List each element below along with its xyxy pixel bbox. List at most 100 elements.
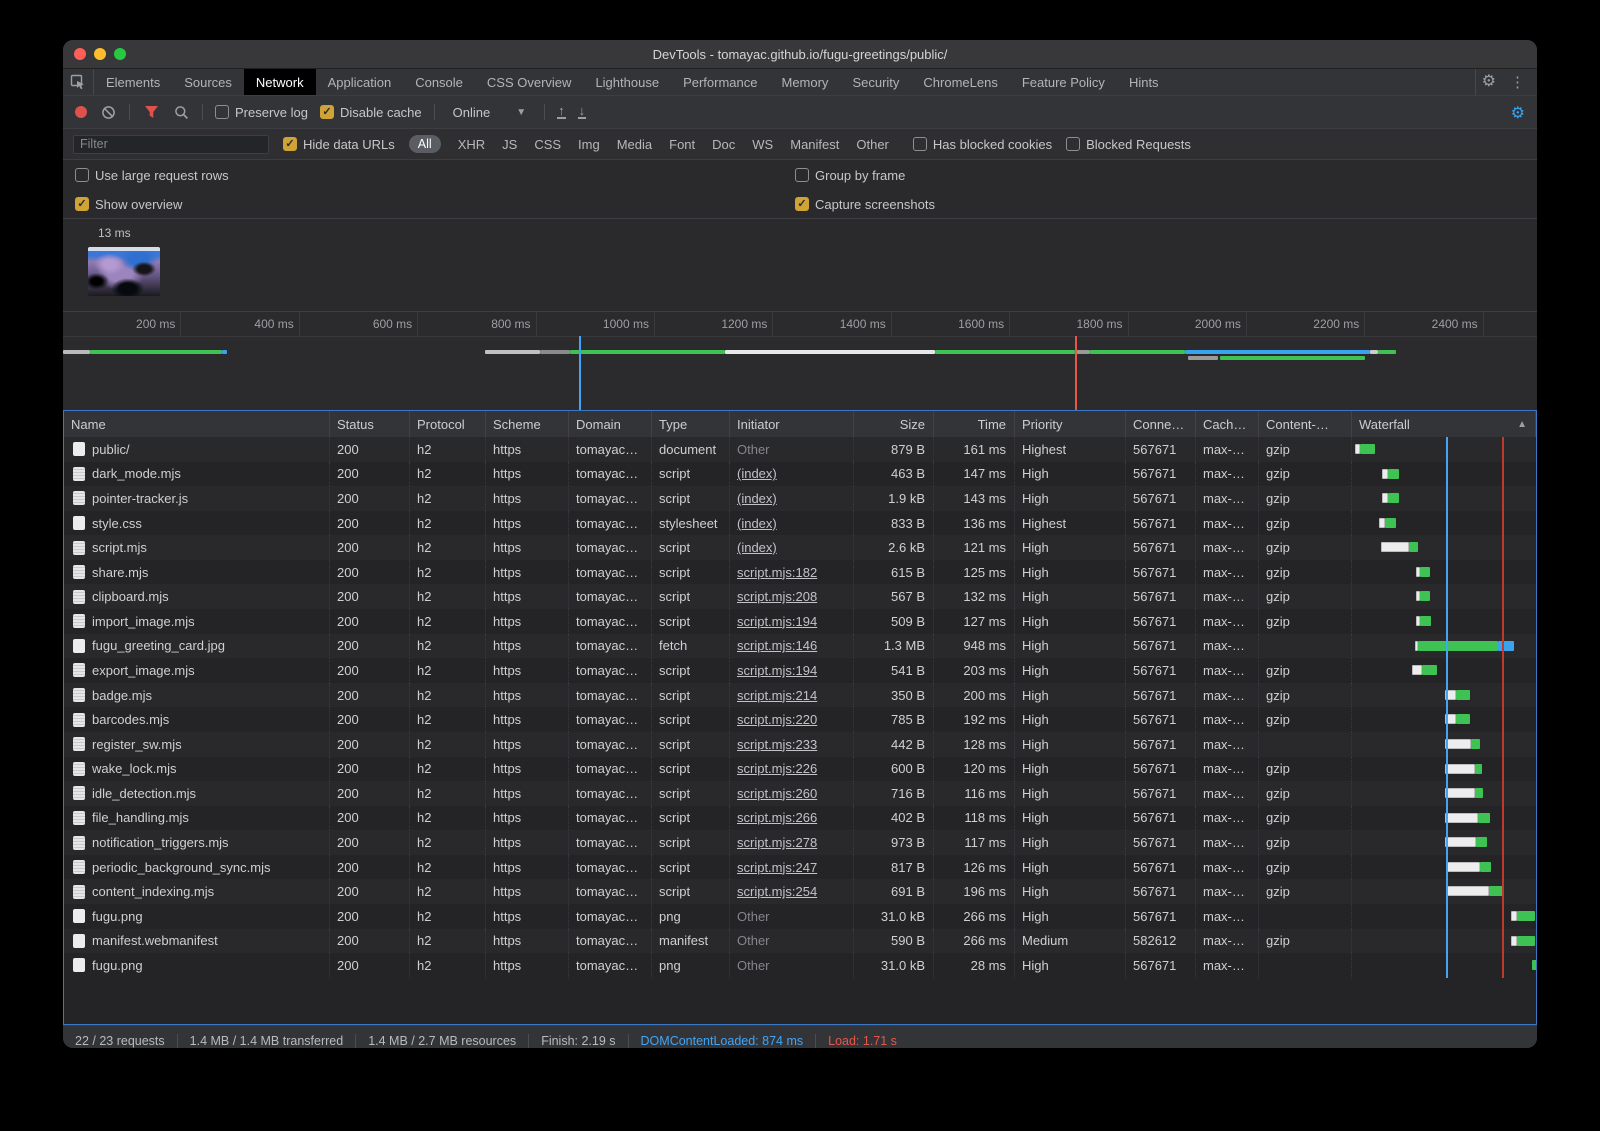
request-name-cell[interactable]: script.mjs: [64, 535, 330, 560]
minimize-window-button[interactable]: [94, 48, 106, 60]
request-name-cell[interactable]: content_indexing.mjs: [64, 879, 330, 904]
group-by-frame-checkbox[interactable]: [795, 168, 809, 182]
column-header-conne[interactable]: Conne…: [1126, 411, 1196, 437]
table-row[interactable]: clipboard.mjs 200 h2 https tomayac… script scr…: [64, 584, 1536, 610]
request-name-cell[interactable]: clipboard.mjs: [64, 584, 330, 610]
initiator-link[interactable]: script.mjs:208: [737, 589, 818, 605]
request-name-cell[interactable]: public/: [64, 437, 330, 462]
request-name-cell[interactable]: pointer-tracker.js: [64, 486, 330, 511]
hide-data-urls-option[interactable]: Hide data URLs: [283, 137, 395, 152]
column-header-cach[interactable]: Cach…: [1196, 411, 1259, 437]
request-name-cell[interactable]: import_image.mjs: [64, 609, 330, 634]
clear-network-log-button[interactable]: [99, 103, 117, 121]
filter-type-media[interactable]: Media: [616, 136, 653, 152]
tab-lighthouse[interactable]: Lighthouse: [595, 74, 660, 90]
column-header-priority[interactable]: Priority: [1015, 411, 1126, 437]
import-har-button[interactable]: ↑: [557, 102, 566, 119]
tab-performance[interactable]: Performance: [683, 74, 758, 90]
tab-feature-policy[interactable]: Feature Policy: [1021, 74, 1105, 90]
column-header-protocol[interactable]: Protocol: [410, 411, 486, 437]
filter-type-manifest[interactable]: Manifest: [790, 136, 840, 152]
initiator-link[interactable]: script.mjs:194: [737, 662, 818, 678]
request-name-cell[interactable]: periodic_background_sync.mjs: [64, 854, 330, 880]
capture-screenshots-checkbox[interactable]: [795, 197, 809, 211]
table-row[interactable]: badge.mjs 200 h2 https tomayac… script script.…: [64, 682, 1536, 708]
filter-type-all[interactable]: All: [408, 135, 441, 153]
preserve-log-checkbox[interactable]: [215, 105, 229, 119]
more-options-kebab-icon[interactable]: ⋮: [1510, 74, 1525, 91]
table-row[interactable]: public/200 h2 https tomayac… document Other 87…: [64, 437, 1536, 462]
export-har-button[interactable]: ↓: [577, 102, 587, 119]
table-row[interactable]: idle_detection.mjs 200 h2 https tomayac… scri…: [64, 781, 1536, 806]
table-row[interactable]: export_image.mjs 200 h2 https tomayac… script…: [64, 658, 1536, 683]
column-header-size[interactable]: Size: [854, 411, 934, 437]
request-name-cell[interactable]: register_sw.mjs: [64, 731, 330, 757]
tab-application[interactable]: Application: [327, 74, 392, 90]
filter-toggle-button[interactable]: [142, 103, 160, 121]
table-row[interactable]: fugu.png 200 h2 https tomayac… png Other 31.0 k…: [64, 903, 1536, 929]
maximize-window-button[interactable]: [114, 48, 126, 60]
inspect-element-button[interactable]: [63, 69, 94, 95]
request-name-cell[interactable]: share.mjs: [64, 559, 330, 585]
filter-type-other[interactable]: Other: [856, 136, 889, 152]
search-button[interactable]: [172, 103, 190, 121]
request-name-cell[interactable]: barcodes.mjs: [64, 707, 330, 732]
table-row[interactable]: register_sw.mjs 200 h2 https tomayac… script s…: [64, 731, 1536, 757]
tab-chromelens[interactable]: ChromeLens: [923, 74, 998, 90]
initiator-link[interactable]: (index): [737, 466, 777, 482]
show-overview-option[interactable]: Show overview: [75, 197, 182, 212]
request-name-cell[interactable]: dark_mode.mjs: [64, 461, 330, 487]
tab-elements[interactable]: Elements: [106, 74, 161, 90]
table-row[interactable]: barcodes.mjs 200 h2 https tomayac… script scri…: [64, 707, 1536, 732]
filter-input[interactable]: Filter: [73, 134, 269, 154]
disable-cache-checkbox[interactable]: [319, 105, 334, 119]
initiator-link[interactable]: script.mjs:182: [737, 564, 818, 580]
table-row[interactable]: fugu_greeting_card.jpg 200 h2 https tomayac……: [64, 633, 1536, 659]
table-row[interactable]: file_handling.mjs 200 h2 https tomayac… scrip…: [64, 805, 1536, 831]
initiator-link[interactable]: script.mjs:146: [737, 638, 818, 654]
request-name-cell[interactable]: export_image.mjs: [64, 658, 330, 683]
initiator-link[interactable]: (index): [737, 490, 777, 506]
filter-type-doc[interactable]: Doc: [712, 136, 736, 152]
network-settings-gear-icon[interactable]: ⚙: [1510, 105, 1525, 122]
request-name-cell[interactable]: notification_triggers.mjs: [64, 830, 330, 855]
tab-security[interactable]: Security: [852, 74, 900, 90]
tab-memory[interactable]: Memory: [781, 74, 829, 90]
page-screenshot-thumbnail[interactable]: [88, 247, 160, 296]
initiator-link[interactable]: (index): [737, 540, 777, 556]
request-name-cell[interactable]: badge.mjs: [64, 682, 330, 708]
table-row[interactable]: style.css 200 h2 https tomayac… stylesheet (in…: [64, 510, 1536, 536]
table-row[interactable]: content_indexing.mjs 200 h2 https tomayac… sc…: [64, 879, 1536, 904]
column-header-type[interactable]: Type: [652, 411, 730, 437]
initiator-link[interactable]: script.mjs:266: [737, 810, 818, 826]
column-header-waterfall[interactable]: Waterfall ▲: [1352, 411, 1536, 437]
request-name-cell[interactable]: manifest.webmanifest: [64, 928, 330, 954]
throttling-dropdown[interactable]: Online ▼: [447, 103, 532, 122]
request-name-cell[interactable]: fugu_greeting_card.jpg: [64, 633, 330, 659]
table-row[interactable]: share.mjs 200 h2 https tomayac… script script.…: [64, 559, 1536, 585]
filter-type-xhr[interactable]: XHR: [457, 136, 486, 152]
settings-gear-icon[interactable]: ⚙: [1481, 73, 1496, 90]
capture-screenshots-option[interactable]: Capture screenshots: [795, 197, 935, 212]
request-name-cell[interactable]: fugu.png: [64, 953, 330, 978]
initiator-link[interactable]: script.mjs:260: [737, 785, 818, 801]
table-row[interactable]: wake_lock.mjs 200 h2 https tomayac… script scr…: [64, 756, 1536, 782]
column-header-domain[interactable]: Domain: [569, 411, 652, 437]
filter-type-ws[interactable]: WS: [752, 136, 774, 152]
use-large-request-rows-checkbox[interactable]: [75, 168, 89, 182]
close-window-button[interactable]: [74, 48, 86, 60]
request-name-cell[interactable]: idle_detection.mjs: [64, 781, 330, 806]
has-blocked-cookies-checkbox[interactable]: [912, 137, 927, 151]
tab-sources[interactable]: Sources: [184, 74, 232, 90]
preserve-log-option[interactable]: Preserve log: [215, 105, 308, 120]
request-name-cell[interactable]: file_handling.mjs: [64, 805, 330, 831]
blocked-requests-checkbox[interactable]: [1066, 137, 1081, 151]
initiator-link[interactable]: script.mjs:247: [737, 859, 818, 875]
column-header-initiator[interactable]: Initiator: [730, 411, 854, 437]
blocked-requests-option[interactable]: Blocked Requests: [1066, 137, 1191, 152]
initiator-link[interactable]: script.mjs:226: [737, 761, 818, 777]
table-row[interactable]: script.mjs 200 h2 https tomayac… script (index…: [64, 535, 1536, 560]
tab-console[interactable]: Console: [415, 74, 463, 90]
column-header-scheme[interactable]: Scheme: [486, 411, 569, 437]
filter-type-img[interactable]: Img: [578, 136, 600, 152]
